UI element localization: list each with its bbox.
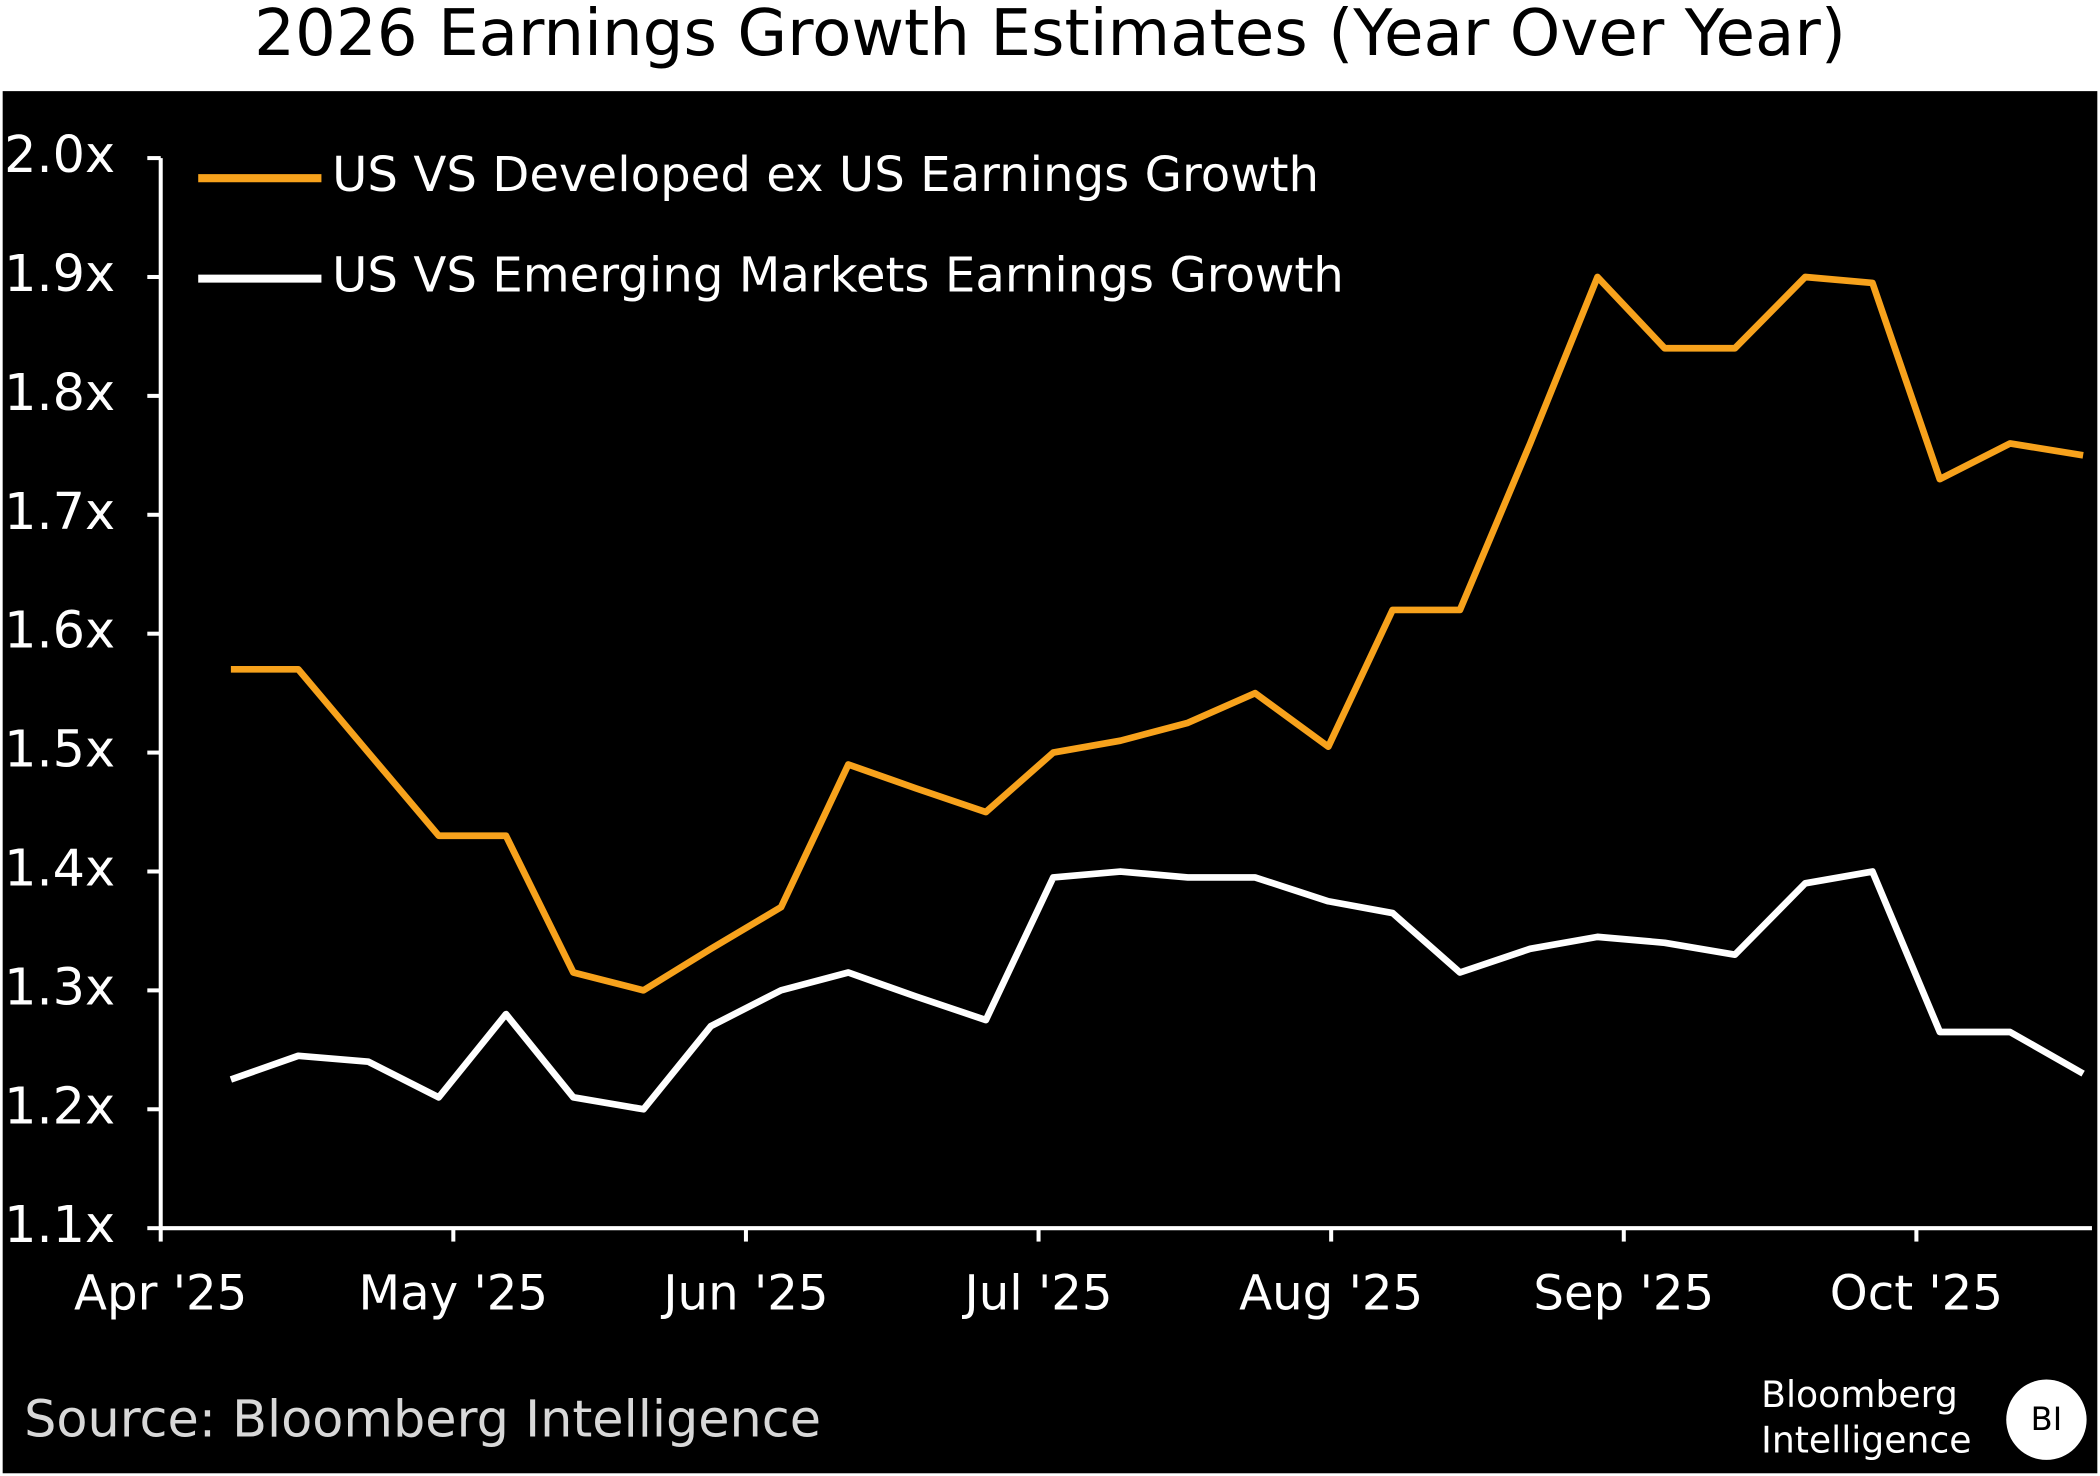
x-tick-label: Oct '25 [1830,1265,2003,1321]
y-tick-label: 1.3x [4,958,115,1017]
y-tick-label: 1.5x [4,721,115,780]
y-tick-label: 1.8x [4,364,115,423]
y-tick-label: 1.4x [4,839,115,898]
y-tick-label: 1.9x [4,245,115,304]
x-tick-label: Apr '25 [74,1265,247,1321]
source: Source: Bloomberg Intelligence [24,1390,821,1449]
y-tick-label: 1.7x [4,483,115,542]
legend-label: US VS Emerging Markets Earnings Growth [332,248,1344,304]
y-tick-label: 2.0x [4,126,115,185]
series-line [230,273,2084,994]
chart-title: 2026 Earnings Growth Estimates (Year Ove… [254,0,1846,71]
x-tick-label: May '25 [359,1265,549,1321]
x-tick-label: Jun '25 [660,1265,828,1321]
x-tick-label: Sep '25 [1533,1265,1714,1321]
x-tick-label: Jul '25 [962,1265,1113,1321]
logo-text: Intelligence [1761,1418,1971,1461]
series-line [229,868,2085,1113]
y-tick-label: 1.2x [4,1077,115,1136]
y-tick-label: 1.1x [4,1196,115,1255]
logo-text: Bloomberg [1761,1373,1958,1416]
y-tick-label: 1.6x [4,602,115,661]
plot-panel [2,91,2098,1474]
x-tick-label: Aug '25 [1239,1265,1423,1321]
logo-badge-text: BI [2031,1400,2063,1438]
legend-label: US VS Developed ex US Earnings Growth [332,147,1319,203]
logo-badge [2006,1379,2087,1460]
